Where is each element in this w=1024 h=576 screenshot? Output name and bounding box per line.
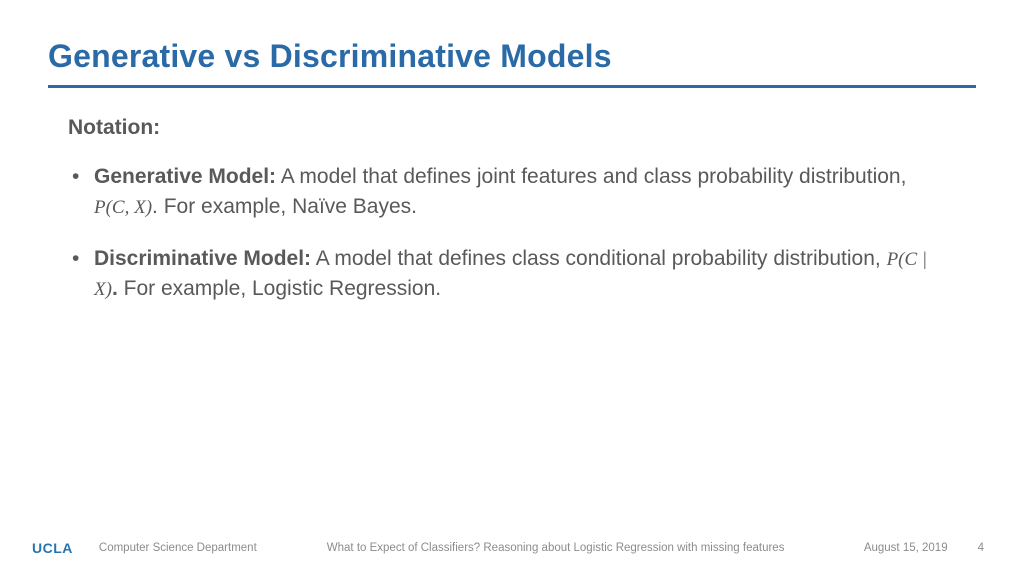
department-label: Computer Science Department — [99, 542, 257, 554]
bullet-list: Generative Model: A model that defines j… — [68, 162, 946, 304]
notation-heading: Notation: — [68, 116, 946, 140]
talk-title: What to Expect of Classifiers? Reasoning… — [327, 542, 864, 554]
ucla-logo: UCLA — [32, 540, 73, 556]
footer: UCLA Computer Science Department What to… — [0, 536, 1024, 560]
bullet-discriminative: Discriminative Model: A model that defin… — [68, 244, 946, 304]
bullet-label: Generative Model: — [94, 165, 276, 188]
title-underline — [48, 85, 976, 88]
bullet-text-post: . For example, Naïve Bayes. — [152, 195, 417, 218]
math-joint: P(C, X) — [94, 197, 152, 218]
slide: Generative vs Discriminative Models Nota… — [0, 0, 1024, 576]
bullet-text-post: For example, Logistic Regression. — [118, 277, 441, 300]
body-area: Notation: Generative Model: A model that… — [48, 116, 976, 304]
bullet-text-pre: A model that defines class conditional p… — [311, 247, 887, 270]
bullet-generative: Generative Model: A model that defines j… — [68, 162, 946, 222]
slide-title: Generative vs Discriminative Models — [48, 38, 976, 75]
page-number: 4 — [978, 542, 984, 554]
footer-date: August 15, 2019 — [864, 542, 948, 554]
bullet-label: Discriminative Model: — [94, 247, 311, 270]
bullet-text-pre: A model that defines joint features and … — [276, 165, 906, 188]
